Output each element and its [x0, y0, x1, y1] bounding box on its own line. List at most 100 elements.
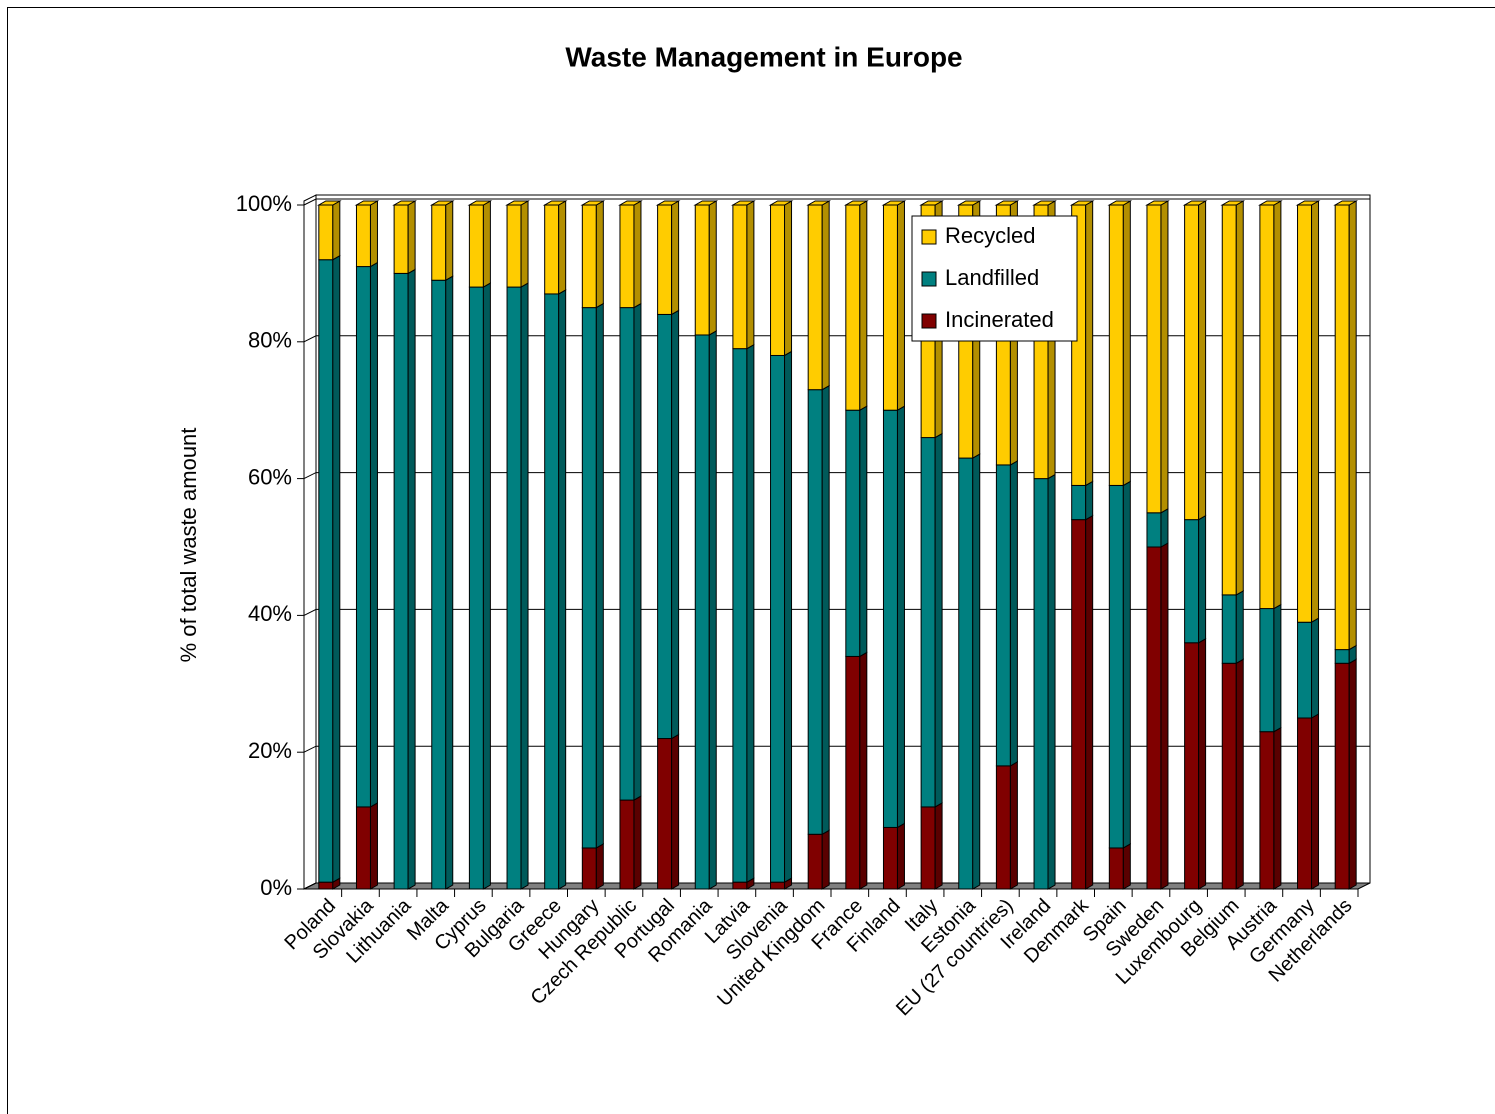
bar-front	[732, 204, 748, 350]
bar-side	[671, 200, 680, 316]
bar-segment	[1108, 480, 1131, 849]
bar-side	[1235, 658, 1244, 890]
bar-front	[506, 204, 522, 288]
bar-front	[694, 334, 710, 890]
bar-front	[770, 881, 786, 890]
bar-side	[972, 453, 981, 890]
bar-front	[882, 826, 898, 890]
legend-label: Incinerated	[945, 307, 1054, 332]
bar-segment	[581, 302, 604, 849]
bar-front	[1071, 484, 1087, 521]
bar-side	[1009, 761, 1018, 890]
bar-top	[392, 200, 417, 206]
bar-top	[881, 200, 907, 206]
bar-side	[1085, 200, 1094, 487]
bar-side	[633, 795, 642, 890]
bar-side	[558, 200, 567, 295]
y-tick-label: 80%	[248, 328, 292, 353]
bar-front	[995, 464, 1011, 767]
bar-top	[1295, 200, 1321, 206]
bar-segment	[693, 200, 719, 336]
bar-front	[657, 738, 673, 890]
bar-segment	[655, 200, 681, 316]
bar-top	[580, 200, 606, 206]
bar-segment	[468, 282, 491, 890]
bar-side	[934, 432, 943, 808]
bar-segment	[806, 200, 832, 391]
bar-front	[1297, 204, 1313, 623]
bar-segment	[467, 200, 493, 288]
bar-segment	[995, 460, 1018, 767]
bar-front	[657, 313, 673, 740]
bar-side	[1348, 658, 1357, 890]
bar-segment	[355, 261, 378, 808]
legend-swatch	[921, 229, 937, 245]
bar-front	[431, 279, 447, 890]
bar-segment	[1259, 726, 1282, 890]
bar-segment	[354, 200, 380, 268]
bar-front	[506, 286, 522, 890]
bar-side	[1122, 200, 1131, 487]
bar-segment	[581, 843, 604, 890]
y-tick-label: 60%	[248, 464, 292, 489]
bar-segment	[316, 200, 342, 261]
bar-front	[770, 354, 786, 883]
bar-front	[1221, 594, 1237, 664]
bar-side	[332, 254, 341, 884]
bar-front	[1334, 649, 1350, 664]
bar-side	[896, 200, 905, 412]
bar-top	[919, 200, 944, 206]
bar-front	[1259, 204, 1275, 610]
bar-top	[542, 200, 568, 206]
bar-segment	[355, 802, 378, 890]
bar-side	[896, 405, 905, 829]
bar-side	[1085, 514, 1094, 890]
bar-segment	[1334, 658, 1357, 890]
bar-front	[619, 799, 635, 890]
bar-side	[520, 282, 529, 890]
bar-front	[1184, 204, 1200, 521]
legend-swatch	[921, 271, 937, 287]
bar-front	[1221, 662, 1237, 890]
bar-front	[468, 286, 484, 890]
bar-segment	[619, 302, 642, 801]
bar-segment	[392, 200, 417, 275]
bar-front	[468, 204, 484, 288]
bar-segment	[1107, 200, 1133, 487]
legend-box	[911, 215, 1078, 342]
bar-front	[1297, 717, 1313, 890]
bar-side	[1273, 603, 1282, 733]
bar-segment	[1333, 200, 1359, 651]
bar-segment	[1220, 200, 1246, 596]
bar-front	[1259, 608, 1275, 733]
bar-segment	[657, 733, 680, 890]
bar-side	[520, 200, 529, 288]
bar-front	[1146, 512, 1162, 548]
bar-side	[1009, 460, 1018, 767]
bar-segment	[958, 453, 981, 890]
bar-top	[693, 200, 719, 206]
bar-side	[633, 302, 642, 801]
bar-side	[1122, 843, 1131, 890]
bar-top	[1258, 200, 1283, 206]
bar-front	[920, 437, 936, 808]
bar-front	[657, 204, 673, 315]
grid-line	[303, 745, 1370, 753]
bar-segment	[1295, 200, 1321, 624]
bar-segment	[1258, 200, 1283, 610]
bar-front	[318, 881, 334, 890]
bar-front	[1146, 204, 1162, 514]
grid-line	[303, 608, 1370, 616]
bar-front	[619, 204, 635, 309]
bar-front	[882, 409, 898, 828]
bar-top	[1333, 200, 1359, 206]
bar-side	[1235, 200, 1244, 596]
bar-side	[859, 200, 868, 412]
bar-top	[1145, 200, 1170, 206]
bar-segment	[431, 275, 454, 890]
bar-front	[694, 204, 710, 336]
bar-side	[482, 200, 491, 288]
bar-segment	[542, 200, 568, 295]
bar-segment	[1221, 658, 1244, 890]
